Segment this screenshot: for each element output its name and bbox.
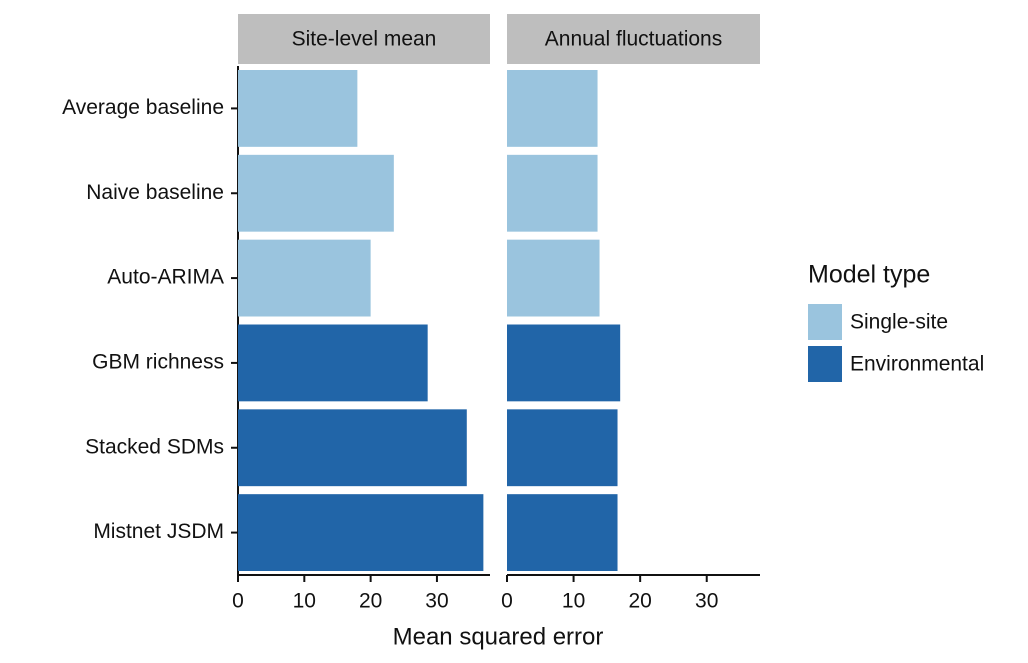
legend-swatch bbox=[808, 346, 842, 382]
x-tick-label: 30 bbox=[425, 590, 448, 613]
facet-title: Annual fluctuations bbox=[545, 28, 722, 51]
y-tick-label: Mistnet JSDM bbox=[93, 520, 224, 543]
bar bbox=[507, 324, 621, 402]
bar bbox=[507, 70, 598, 147]
y-tick-label: Auto-ARIMA bbox=[107, 266, 224, 289]
bar bbox=[507, 154, 598, 232]
bar bbox=[238, 70, 358, 147]
bar bbox=[238, 494, 484, 571]
legend-swatch bbox=[808, 304, 842, 340]
y-tick-label: Average baseline bbox=[62, 96, 224, 119]
x-tick-label: 0 bbox=[232, 590, 244, 613]
y-tick-label: GBM richness bbox=[92, 350, 224, 373]
x-tick-label: 20 bbox=[628, 590, 651, 613]
bar bbox=[507, 239, 600, 317]
bar bbox=[507, 494, 618, 571]
bar bbox=[238, 154, 394, 232]
facet-strip bbox=[507, 14, 760, 64]
legend-label: Single-site bbox=[850, 311, 948, 334]
bar bbox=[238, 239, 371, 317]
x-tick-label: 0 bbox=[501, 590, 513, 613]
y-tick-label: Naive baseline bbox=[86, 181, 224, 204]
facet-title: Site-level mean bbox=[292, 28, 437, 51]
x-tick-label: 10 bbox=[562, 590, 585, 613]
bar bbox=[238, 409, 467, 487]
x-tick-label: 20 bbox=[359, 590, 382, 613]
legend-title: Model type bbox=[808, 261, 930, 289]
x-tick-label: 10 bbox=[293, 590, 316, 613]
legend-label: Environmental bbox=[850, 353, 984, 376]
x-axis-label: Mean squared error bbox=[393, 623, 604, 650]
bar bbox=[507, 409, 618, 487]
y-tick-label: Stacked SDMs bbox=[85, 435, 224, 458]
bar bbox=[238, 324, 428, 402]
x-tick-label: 30 bbox=[695, 590, 718, 613]
facet-strip bbox=[238, 14, 490, 64]
